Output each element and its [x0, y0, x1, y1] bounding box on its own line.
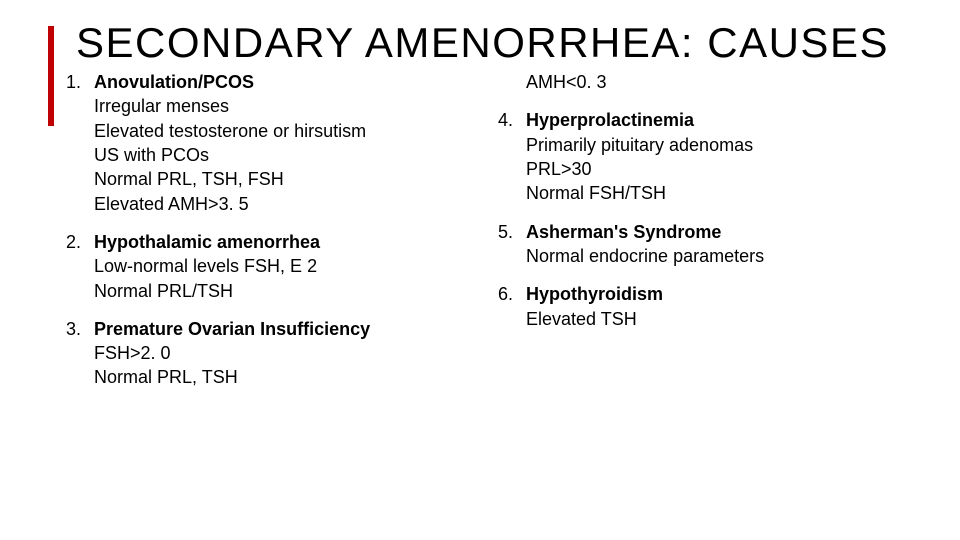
item-sub: Primarily pituitary adenomas [526, 135, 753, 155]
item-body: Hypothyroidism Elevated TSH [526, 282, 910, 331]
item-sub: Irregular menses [94, 96, 229, 116]
item-sub: Elevated TSH [526, 309, 637, 329]
item-lead: Hypothyroidism [526, 284, 663, 304]
item-body: Hypothalamic amenorrhea Low-normal level… [94, 230, 478, 303]
item-number: 2. [66, 230, 94, 303]
list-item: 2. Hypothalamic amenorrhea Low-normal le… [66, 230, 478, 303]
item-sub: Normal FSH/TSH [526, 183, 666, 203]
list-item: 3. Premature Ovarian Insufficiency FSH>2… [66, 317, 478, 390]
list-item: 4. Hyperprolactinemia Primarily pituitar… [498, 108, 910, 205]
item-number: 5. [498, 220, 526, 269]
item-lead: Premature Ovarian Insufficiency [94, 319, 370, 339]
item-body: Hyperprolactinemia Primarily pituitary a… [526, 108, 910, 205]
slide: SECONDARY AMENORRHEA: CAUSES 1. Anovulat… [0, 0, 960, 540]
item-lead: Asherman's Syndrome [526, 222, 721, 242]
item-number: 1. [66, 70, 94, 216]
item-lead: Hypothalamic amenorrhea [94, 232, 320, 252]
content-columns: 1. Anovulation/PCOS Irregular menses Ele… [66, 70, 930, 404]
list-item: 6. Hypothyroidism Elevated TSH [498, 282, 910, 331]
item-sub: Elevated testosterone or hirsutism [94, 121, 366, 141]
left-column: 1. Anovulation/PCOS Irregular menses Ele… [66, 70, 498, 404]
item-sub: Normal PRL/TSH [94, 281, 233, 301]
item-body: Anovulation/PCOS Irregular menses Elevat… [94, 70, 478, 216]
item-number: 6. [498, 282, 526, 331]
item-number: 4. [498, 108, 526, 205]
item-body: Premature Ovarian Insufficiency FSH>2. 0… [94, 317, 478, 390]
right-column: AMH<0. 3 4. Hyperprolactinemia Primarily… [498, 70, 930, 404]
item-sub: Normal endocrine parameters [526, 246, 764, 266]
item-sub: Low-normal levels FSH, E 2 [94, 256, 317, 276]
accent-bar [48, 26, 54, 126]
item-sub: US with PCOs [94, 145, 209, 165]
item-sub: PRL>30 [526, 159, 592, 179]
item-body: Asherman's Syndrome Normal endocrine par… [526, 220, 910, 269]
slide-title: SECONDARY AMENORRHEA: CAUSES [76, 20, 930, 66]
carryover-line: AMH<0. 3 [526, 70, 910, 94]
item-sub: Normal PRL, TSH, FSH [94, 169, 284, 189]
item-lead: Anovulation/PCOS [94, 72, 254, 92]
item-sub: Elevated AMH>3. 5 [94, 194, 249, 214]
item-number: 3. [66, 317, 94, 390]
item-lead: Hyperprolactinemia [526, 110, 694, 130]
list-item: 1. Anovulation/PCOS Irregular menses Ele… [66, 70, 478, 216]
item-sub: Normal PRL, TSH [94, 367, 238, 387]
item-sub: FSH>2. 0 [94, 343, 171, 363]
list-item: 5. Asherman's Syndrome Normal endocrine … [498, 220, 910, 269]
